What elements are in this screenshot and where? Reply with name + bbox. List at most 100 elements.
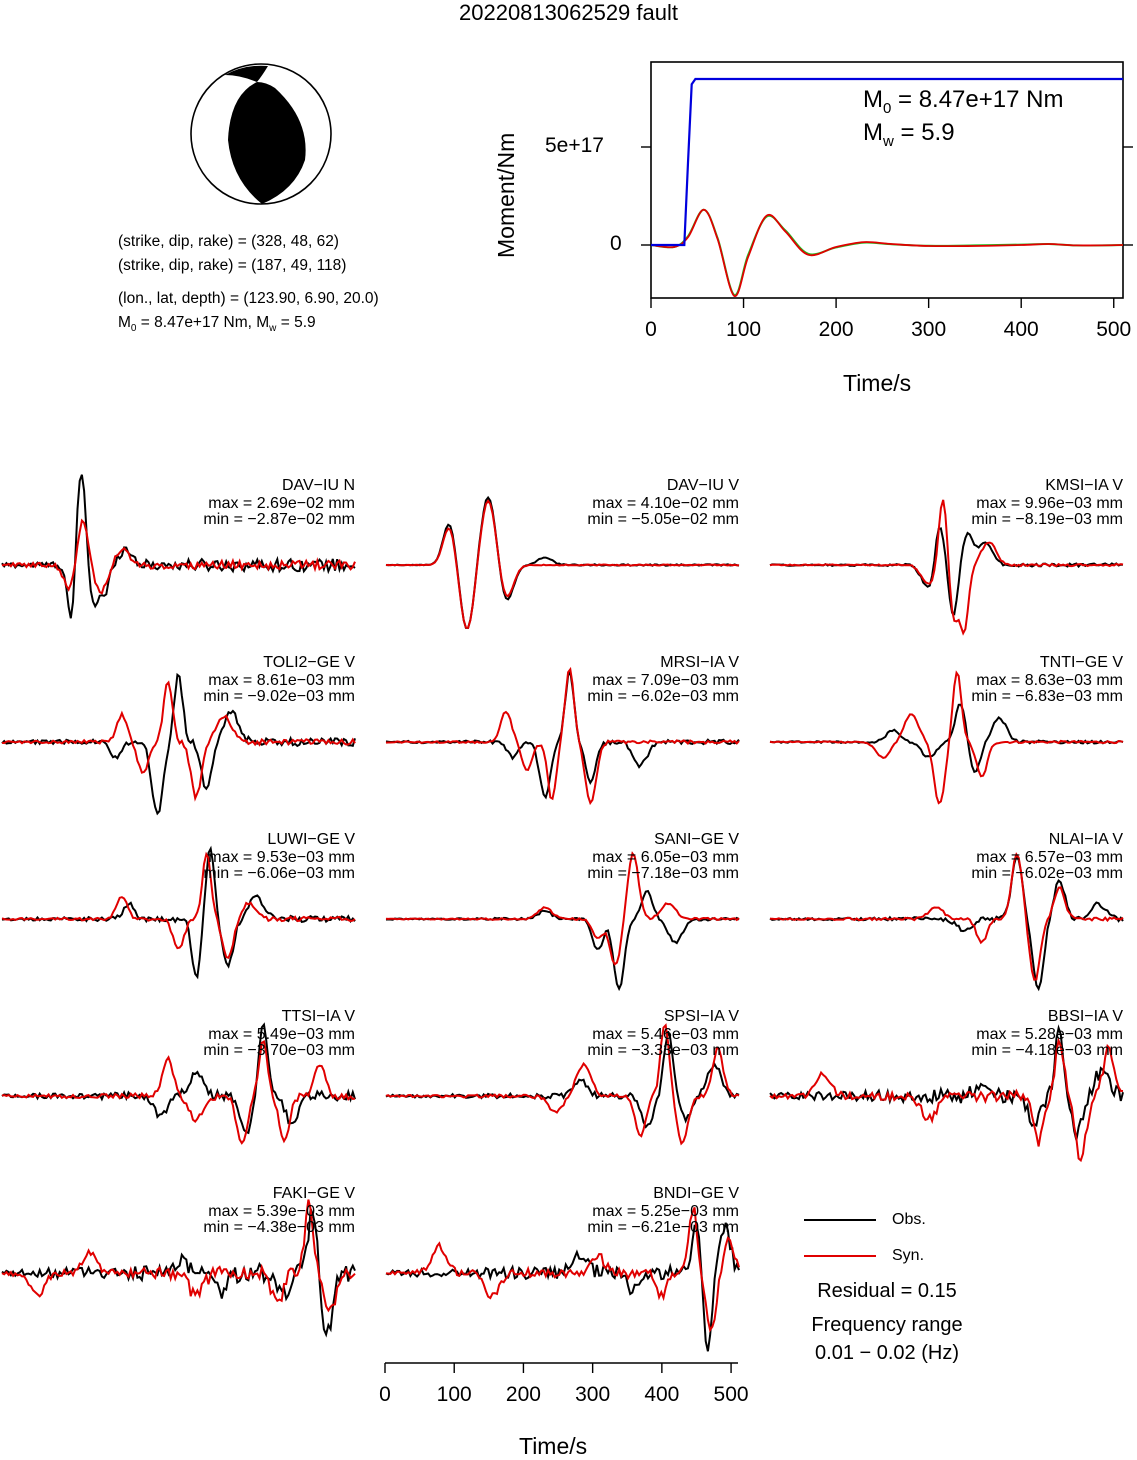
moment-xtick-label: 100 bbox=[726, 318, 762, 341]
station-max: max = 5.49e−03 mm bbox=[208, 1026, 355, 1043]
station-min: min = −3.33e−03 mm bbox=[587, 1042, 739, 1059]
ytick-label-5e17: 5e+17 bbox=[545, 134, 604, 157]
observed-trace bbox=[1, 1208, 356, 1338]
observed-trace bbox=[1, 1022, 356, 1135]
station-min: min = −8.19e−03 mm bbox=[971, 511, 1123, 528]
cumulative-moment-series bbox=[651, 77, 1123, 247]
moment-plot-frame bbox=[650, 61, 1124, 299]
synthetic-trace bbox=[769, 670, 1124, 805]
station-min: min = −5.05e−02 mm bbox=[587, 511, 739, 528]
station-min: min = −6.21e−03 mm bbox=[587, 1219, 739, 1236]
station-min: min = −7.18e−03 mm bbox=[587, 865, 739, 882]
station-name: TTSI−IA V bbox=[281, 1008, 355, 1025]
station-max: max = 4.10e−02 mm bbox=[592, 495, 739, 512]
moment-xtick-label: 300 bbox=[911, 318, 947, 341]
waveform-x-axis-label: Time/s bbox=[519, 1433, 588, 1459]
station-max: max = 5.39e−03 mm bbox=[208, 1203, 355, 1220]
synthetic-trace bbox=[1, 518, 356, 595]
synthetic-trace bbox=[1, 1199, 356, 1313]
observed-trace bbox=[1, 672, 356, 816]
waveform-xtick-label: 400 bbox=[644, 1383, 680, 1406]
moment-xtick-label: 400 bbox=[1003, 318, 1039, 341]
moment-annotation-mw: Mw = 5.9 bbox=[863, 119, 955, 150]
waveform-xticks bbox=[384, 1363, 732, 1373]
station-max: max = 7.09e−03 mm bbox=[592, 672, 739, 689]
observed-trace bbox=[385, 1222, 740, 1352]
frequency-range-value: 0.01 − 0.02 (Hz) bbox=[815, 1342, 959, 1364]
synthetic-trace bbox=[385, 666, 740, 806]
synthetic-trace bbox=[1, 1039, 356, 1145]
waveform-xtick-label: 500 bbox=[713, 1383, 749, 1406]
station-min: min = −6.06e−03 mm bbox=[203, 865, 355, 882]
synthetic-trace bbox=[385, 1023, 740, 1146]
station-min: min = −2.87e−02 mm bbox=[203, 511, 355, 528]
station-name: TNTI−GE V bbox=[1039, 654, 1123, 671]
station-max: max = 8.61e−03 mm bbox=[208, 672, 355, 689]
synthetic-trace bbox=[770, 852, 1124, 981]
moment-rate-red-series bbox=[650, 208, 1124, 297]
station-max: max = 5.25e−03 mm bbox=[592, 1203, 739, 1220]
station-min: min = −3.70e−03 mm bbox=[203, 1042, 355, 1059]
observed-trace bbox=[385, 889, 740, 992]
ytick-label-0: 0 bbox=[610, 232, 622, 255]
frequency-range-label: Frequency range bbox=[811, 1314, 963, 1336]
plane1-text: (strike, dip, rake) = (328, 48, 62) bbox=[118, 233, 339, 250]
beachball-compressional-main bbox=[228, 82, 306, 204]
residual-text: Residual = 0.15 bbox=[817, 1280, 957, 1302]
synthetic-trace bbox=[385, 851, 740, 966]
station-min: min = −6.02e−03 mm bbox=[587, 688, 739, 705]
station-name: KMSI−IA V bbox=[1045, 477, 1123, 494]
beachball-compressional-top bbox=[225, 65, 268, 82]
synthetic-trace bbox=[1, 680, 356, 802]
synthetic-trace bbox=[1, 851, 356, 960]
location-text: (lon., lat, depth) = (123.90, 6.90, 20.0… bbox=[118, 290, 379, 307]
station-name: MRSI−IA V bbox=[660, 654, 739, 671]
station-max: max = 9.53e−03 mm bbox=[208, 849, 355, 866]
waveform-xtick-label: 200 bbox=[505, 1383, 541, 1406]
waveform-xtick-label: 100 bbox=[436, 1383, 472, 1406]
legend-obs-label: Obs. bbox=[892, 1211, 926, 1228]
station-name: BNDI−GE V bbox=[653, 1185, 739, 1202]
station-min: min = −4.38e−03 mm bbox=[203, 1219, 355, 1236]
waveform-x-axis bbox=[384, 1362, 738, 1373]
source-params: (lon., lat, depth) = (123.90, 6.90, 20.0… bbox=[118, 287, 379, 341]
moment-xtick-label: 200 bbox=[818, 318, 854, 341]
plane2-text: (strike, dip, rake) = (187, 49, 118) bbox=[118, 257, 347, 274]
moment-text: M0 = 8.47e+17 Nm, Mw = 5.9 bbox=[118, 314, 316, 335]
station-max: max = 6.57e−03 mm bbox=[976, 849, 1123, 866]
station-min: min = −4.18e−03 mm bbox=[971, 1042, 1123, 1059]
station-max: max = 5.28e−03 mm bbox=[976, 1026, 1123, 1043]
station-max: max = 5.46e−03 mm bbox=[592, 1026, 739, 1043]
station-name: DAV−IU V bbox=[666, 477, 739, 494]
moment-y-axis-label: Moment/Nm bbox=[493, 132, 519, 258]
station-name: TOLI2−GE V bbox=[263, 654, 355, 671]
legend-syn-label: Syn. bbox=[892, 1247, 925, 1264]
synthetic-trace bbox=[769, 1037, 1124, 1163]
station-name: DAV−IU N bbox=[281, 477, 355, 494]
fault-params: (strike, dip, rake) = (328, 48, 62) (str… bbox=[118, 230, 346, 278]
observed-trace bbox=[1, 474, 356, 619]
moment-xtick-label: 500 bbox=[1096, 318, 1132, 341]
waveform-traces bbox=[1, 474, 1124, 1352]
station-name: FAKI−GE V bbox=[272, 1185, 355, 1202]
station-min: min = −6.02e−03 mm bbox=[971, 865, 1123, 882]
moment-annotation-m0: M0 = 8.47e+17 Nm bbox=[863, 86, 1064, 117]
station-min: min = −9.02e−03 mm bbox=[203, 688, 355, 705]
synthetic-trace bbox=[385, 499, 740, 630]
station-max: max = 9.96e−03 mm bbox=[976, 495, 1123, 512]
moment-x-axis-label: Time/s bbox=[843, 370, 912, 396]
station-name: NLAI−IA V bbox=[1048, 831, 1123, 848]
station-name: SANI−GE V bbox=[654, 831, 739, 848]
